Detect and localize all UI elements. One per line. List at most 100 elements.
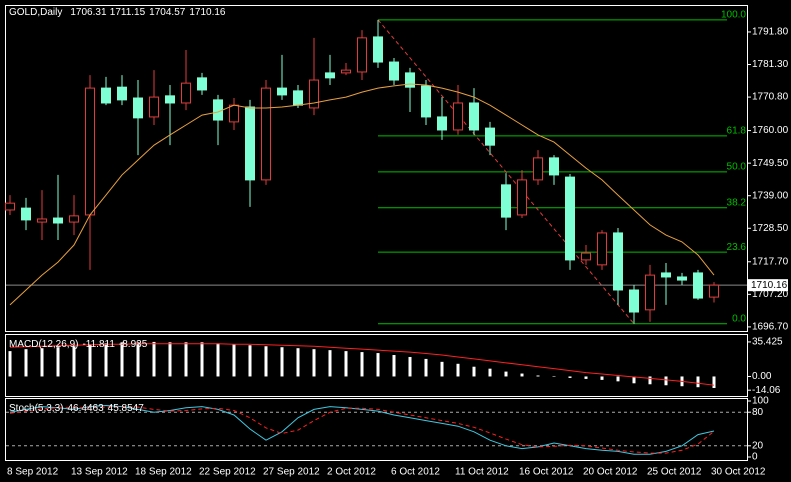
- stoch-line: [9, 406, 715, 454]
- candle-body: [677, 276, 687, 281]
- fib-label: 23.6: [727, 242, 747, 253]
- x-tick-label: 13 Sep 2012: [71, 467, 128, 478]
- x-tick-label: 27 Sep 2012: [263, 467, 320, 478]
- candle-body: [309, 79, 319, 109]
- macd-bar: [136, 342, 140, 377]
- candle-body: [549, 157, 559, 176]
- price-header: GOLD,Daily 1706.31 1711.15 1704.57 1710.16: [9, 7, 226, 18]
- macd-title: MACD(12,26,9): [9, 339, 78, 350]
- current-price-label: 1710.16: [751, 280, 788, 291]
- y-tick-label: 1781.30: [752, 59, 789, 70]
- stoch-main-value: 46.4463: [67, 403, 104, 414]
- moving-average: [9, 83, 715, 306]
- macd-bar: [408, 356, 412, 377]
- macd-bar: [200, 342, 204, 377]
- candle-body: [373, 36, 383, 63]
- macd-bar: [600, 376, 604, 380]
- candle-body: [597, 232, 607, 266]
- macd-bar: [712, 376, 716, 388]
- candle-body: [661, 272, 671, 278]
- macd-bar: [440, 361, 444, 377]
- macd-bar: [104, 343, 108, 377]
- y-tick-label: 1739.00: [752, 190, 789, 201]
- low-value: 1704.57: [149, 7, 186, 18]
- open-value: 1706.31: [70, 7, 107, 18]
- current-price-box: [748, 279, 788, 292]
- candle-body: [133, 97, 143, 119]
- stoch-title: Stoch(5,3,3): [9, 403, 63, 414]
- macd-bar: [456, 363, 460, 377]
- x-tick-label: 2 Oct 2012: [327, 467, 376, 478]
- macd-bar: [520, 373, 524, 377]
- candle-body: [293, 90, 303, 106]
- macd-bar: [216, 343, 220, 377]
- macd-bar: [696, 376, 700, 388]
- candle-body: [213, 99, 223, 121]
- candle-body: [197, 77, 207, 91]
- candle-body: [421, 85, 431, 118]
- candle-body: [453, 102, 463, 131]
- macd-bar: [504, 371, 508, 377]
- candle-body: [181, 82, 191, 104]
- y-tick-label: 80: [752, 407, 764, 418]
- macd-bar: [56, 347, 60, 377]
- chart-title: GOLD,Daily: [9, 7, 62, 18]
- macd-bar: [40, 348, 44, 377]
- y-tick-label: 1696.70: [752, 322, 789, 333]
- fib-label: 50.0: [727, 161, 747, 172]
- candle-body: [517, 179, 527, 216]
- fib-label: 61.8: [727, 125, 747, 136]
- macd-panel: [5, 334, 748, 397]
- x-tick-label: 20 Oct 2012: [583, 467, 638, 478]
- signal-value: -8.935: [119, 339, 148, 350]
- candle-body: [613, 232, 623, 291]
- macd-bar: [616, 376, 620, 382]
- candle-body: [581, 252, 591, 261]
- candle-body: [389, 61, 399, 81]
- x-tick-label: 16 Oct 2012: [519, 467, 574, 478]
- macd-bar: [392, 355, 396, 377]
- macd-bar: [232, 344, 236, 377]
- fib-label: 0.0: [732, 313, 746, 324]
- macd-bar: [648, 376, 652, 385]
- signal-line: [9, 343, 715, 386]
- y-tick-label: 0: [752, 452, 758, 463]
- candle-body: [149, 96, 159, 118]
- plot: 1791.80 1781.30 1770.80 1760.00 1749.50 1739.…: [5, 10, 789, 478]
- macd-bar: [360, 352, 364, 377]
- stoch-signal-value: 45.8547: [108, 403, 145, 414]
- macd-bar: [248, 345, 252, 377]
- candle-body: [101, 87, 111, 104]
- candle-body: [53, 217, 63, 224]
- macd-bar: [120, 342, 124, 377]
- y-tick-label: 1707.20: [752, 289, 789, 300]
- stoch-panel: [5, 398, 748, 461]
- y-tick-label: 1749.50: [752, 158, 789, 169]
- y-tick-label: 35.425: [752, 337, 783, 348]
- macd-bar: [184, 342, 188, 377]
- candle-body: [117, 86, 127, 101]
- y-tick-label: 1791.80: [752, 27, 789, 38]
- high-value: 1711.15: [110, 7, 146, 18]
- candle-body: [485, 127, 495, 146]
- stoch-header: Stoch(5,3,3) 46.4463 45.8547: [9, 403, 144, 414]
- price-panel: [5, 5, 748, 332]
- candle-body: [405, 72, 415, 88]
- macd-bar: [8, 351, 12, 377]
- x-tick-label: 8 Sep 2012: [7, 467, 59, 478]
- candle-body: [245, 106, 255, 181]
- candle-body: [37, 218, 47, 223]
- candle-body: [709, 284, 719, 298]
- fib-label: 38.2: [727, 197, 747, 208]
- y-tick-label: 1728.50: [752, 223, 789, 234]
- macd-bar: [328, 350, 332, 377]
- candle-body: [645, 274, 655, 311]
- candle-body: [165, 95, 175, 104]
- x-tick-label: 11 Oct 2012: [455, 467, 509, 478]
- candle-body: [325, 72, 335, 79]
- macd-bar: [584, 376, 588, 379]
- y-tick-label: 20: [752, 440, 764, 451]
- candle-body: [21, 207, 31, 221]
- stoch-line: [9, 404, 715, 455]
